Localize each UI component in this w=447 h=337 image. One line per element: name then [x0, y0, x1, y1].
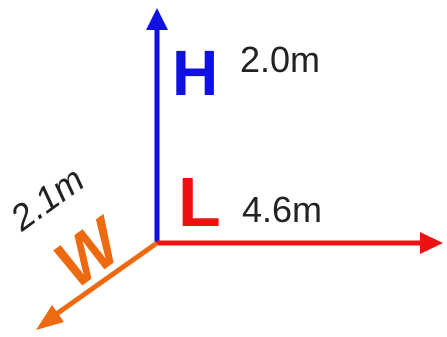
length-axis-arrowhead: [420, 232, 443, 254]
length-axis: [157, 232, 443, 254]
length-letter: L: [178, 163, 221, 241]
width-axis-arrowhead: [36, 305, 64, 330]
height-value: 2.0m: [240, 39, 320, 80]
height-axis-arrowhead: [146, 8, 168, 30]
height-letter: H: [172, 37, 218, 109]
length-value: 4.6m: [242, 189, 322, 230]
width-axis-line: [46, 240, 159, 323]
width-axis: [36, 240, 159, 330]
height-axis: [146, 8, 168, 243]
